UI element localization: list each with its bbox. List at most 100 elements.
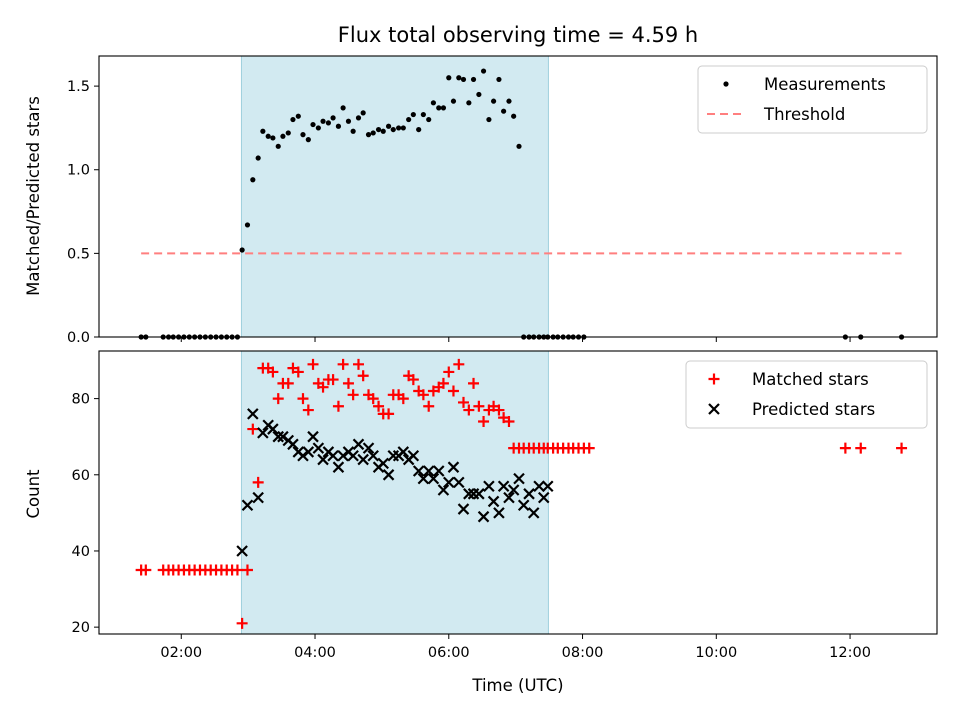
- data-point: [275, 143, 281, 149]
- data-point: [231, 564, 243, 576]
- data-point: [272, 393, 284, 405]
- data-point: [496, 76, 502, 83]
- observing-span-highlight: [240, 55, 549, 338]
- legend-swatch: [723, 81, 729, 87]
- data-point: [506, 98, 512, 104]
- data-point: [315, 125, 321, 131]
- data-point: [352, 438, 365, 451]
- data-point: [382, 469, 395, 481]
- data-point: [320, 118, 326, 124]
- data-point: [292, 366, 304, 378]
- data-point: [375, 126, 382, 133]
- data-point: [396, 125, 402, 131]
- legend-label: Threshold: [763, 105, 845, 124]
- data-point: [507, 484, 520, 496]
- data-point: [317, 381, 329, 393]
- data-point: [332, 461, 345, 473]
- data-point: [357, 453, 369, 466]
- data-point: [511, 113, 517, 119]
- legend: Matched stars Predicted stars: [685, 360, 928, 429]
- series-measurements: [138, 68, 905, 340]
- legend-box: [697, 65, 928, 134]
- data-point: [272, 430, 285, 443]
- data-point: [265, 133, 271, 139]
- data-point: [417, 389, 429, 401]
- data-point: [430, 100, 436, 106]
- y-tick-label: 80: [72, 392, 90, 408]
- data-point: [440, 105, 447, 111]
- data-point: [370, 130, 376, 136]
- data-point: [250, 177, 256, 183]
- data-point: [503, 491, 515, 504]
- series-matched-stars: [135, 358, 908, 629]
- data-point: [423, 400, 435, 412]
- top-y-axis-label: Matched/Predicted stars: [24, 96, 43, 296]
- axes-frame: [98, 55, 938, 338]
- data-point: [257, 427, 269, 439]
- data-point: [457, 396, 469, 408]
- data-point: [437, 377, 449, 389]
- data-point: [397, 446, 410, 458]
- x-tick-label: 06:00: [428, 645, 470, 661]
- legend: Measurements Threshold: [697, 65, 928, 134]
- data-point: [453, 476, 465, 489]
- y-tick-label: 60: [72, 468, 90, 484]
- data-point: [244, 222, 251, 228]
- data-point: [503, 415, 515, 427]
- data-point: [383, 408, 395, 420]
- data-point: [330, 115, 336, 121]
- data-point: [347, 389, 359, 401]
- data-point: [443, 476, 455, 489]
- data-point: [501, 108, 507, 114]
- data-point: [290, 116, 296, 123]
- data-point: [490, 98, 497, 104]
- data-point: [236, 545, 248, 557]
- x-tick-label: 02:00: [160, 645, 202, 661]
- data-point: [483, 480, 495, 492]
- data-point: [297, 393, 309, 405]
- data-point: [302, 446, 315, 458]
- data-point: [486, 116, 492, 123]
- data-point: [327, 449, 339, 462]
- data-point: [337, 358, 349, 370]
- data-point: [473, 488, 485, 500]
- data-point: [347, 449, 359, 462]
- y-tick-label: 1.5: [67, 79, 90, 95]
- data-point: [282, 377, 294, 389]
- data-point: [453, 358, 465, 370]
- data-point: [855, 442, 867, 454]
- data-point: [360, 110, 366, 116]
- data-point: [480, 68, 487, 74]
- data-point: [317, 453, 329, 466]
- data-point: [470, 76, 477, 83]
- data-point: [252, 476, 264, 488]
- data-point: [325, 120, 331, 126]
- data-point: [400, 125, 406, 131]
- data-point: [352, 358, 364, 370]
- data-point: [241, 564, 253, 576]
- data-point: [497, 480, 510, 492]
- data-point: [456, 75, 462, 81]
- data-point: [267, 366, 279, 378]
- data-point: [417, 472, 430, 485]
- data-point: [478, 415, 490, 427]
- data-point: [357, 370, 369, 382]
- data-point: [416, 126, 422, 133]
- legend-label: Measurements: [764, 75, 886, 94]
- data-point: [305, 137, 311, 143]
- data-point: [310, 121, 316, 128]
- data-point: [280, 133, 286, 139]
- data-point: [367, 449, 379, 462]
- data-point: [427, 472, 440, 485]
- x-tick-label: 04:00: [294, 645, 336, 661]
- data-point: [302, 404, 314, 416]
- bottom-y-axis-label: Count: [24, 469, 43, 519]
- data-point: [537, 491, 550, 504]
- data-point: [247, 423, 259, 435]
- data-point: [406, 116, 412, 123]
- data-point: [332, 400, 344, 412]
- data-point: [517, 499, 530, 512]
- data-point: [523, 488, 535, 500]
- legend-swatch: [708, 373, 720, 385]
